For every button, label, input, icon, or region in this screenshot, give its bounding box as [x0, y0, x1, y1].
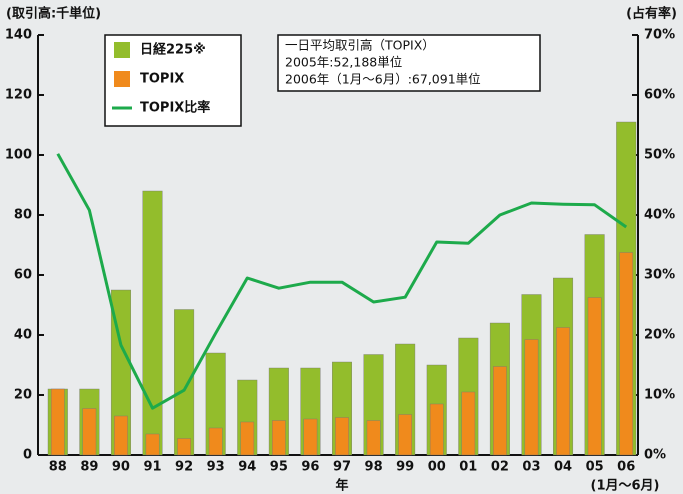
x-note: (1月〜6月)	[591, 479, 660, 494]
bar	[142, 190, 163, 456]
bar	[50, 388, 65, 456]
bar	[82, 408, 97, 456]
bar	[619, 252, 634, 456]
y2-tick-label: 70%	[644, 28, 675, 43]
bar	[366, 420, 381, 456]
x-tick-label: 00	[428, 460, 446, 475]
x-tick-label: 94	[238, 460, 256, 475]
bar	[493, 366, 507, 456]
y2-tick-label: 30%	[644, 268, 675, 283]
x-tick-label: 88	[49, 460, 67, 475]
y-axis-title: (取引高:千単位)	[6, 6, 101, 22]
x-tick-label: 97	[333, 460, 351, 475]
x-tick-label: 92	[175, 460, 193, 475]
y2-tick-label: 50%	[644, 148, 675, 163]
bar	[303, 418, 318, 456]
y2-tick-label: 10%	[644, 388, 675, 403]
annotation: 一日平均取引高（TOPIX）	[285, 38, 435, 53]
y-tick-label: 0	[23, 448, 32, 463]
y2-tick-label: 40%	[644, 208, 675, 223]
y2-tick-label: 60%	[644, 88, 675, 103]
x-tick-label: 03	[522, 460, 540, 475]
annotation-box	[277, 34, 541, 92]
bar	[114, 415, 128, 456]
x-tick-label: 99	[396, 460, 414, 475]
legend-label: 日経225※	[140, 42, 206, 58]
x-tick-label: 02	[491, 460, 509, 475]
line	[56, 153, 628, 410]
y-tick-label: 80	[14, 208, 32, 223]
bar	[398, 414, 412, 456]
bar	[208, 427, 223, 456]
y2-axis-title: (占有率)	[626, 6, 677, 22]
y2-tick-label: 0%	[644, 448, 666, 463]
bar	[461, 391, 476, 456]
x-axis-title: 年	[335, 478, 348, 494]
x-tick-label: 93	[207, 460, 225, 475]
y-tick-label: 120	[5, 88, 32, 103]
bar	[335, 417, 349, 456]
x-tick-label: 95	[270, 460, 288, 475]
bar	[240, 421, 255, 456]
x-tick-label: 01	[459, 460, 477, 475]
annotation: 2005年:52,188単位	[285, 55, 402, 70]
x-tick-label: 89	[80, 460, 98, 475]
bar	[556, 327, 570, 456]
y-tick-label: 40	[14, 328, 32, 343]
bar	[272, 420, 286, 456]
x-tick-label: 06	[617, 460, 635, 475]
y-tick-label: 100	[5, 148, 32, 163]
bar	[174, 309, 195, 456]
x-tick-label: 90	[112, 460, 130, 475]
bar	[524, 339, 539, 456]
x-tick-label: 04	[554, 460, 572, 475]
legend-swatch	[114, 42, 130, 58]
bar	[177, 438, 191, 456]
bar	[145, 433, 160, 456]
bar	[429, 403, 444, 456]
x-tick-label: 91	[143, 460, 161, 475]
annotation: 2006年（1月〜6月）:67,091単位	[285, 72, 481, 87]
legend-label: TOPIX	[140, 72, 184, 87]
x-tick-label: 98	[365, 460, 383, 475]
y-tick-label: 20	[14, 388, 32, 403]
legend-label: TOPIX比率	[140, 100, 210, 116]
bar	[587, 297, 602, 456]
y-tick-label: 140	[5, 28, 32, 43]
x-tick-label: 96	[301, 460, 319, 475]
y2-tick-label: 20%	[644, 328, 675, 343]
x-tick-label: 05	[586, 460, 604, 475]
y-tick-label: 60	[14, 268, 32, 283]
legend-swatch	[114, 71, 130, 87]
